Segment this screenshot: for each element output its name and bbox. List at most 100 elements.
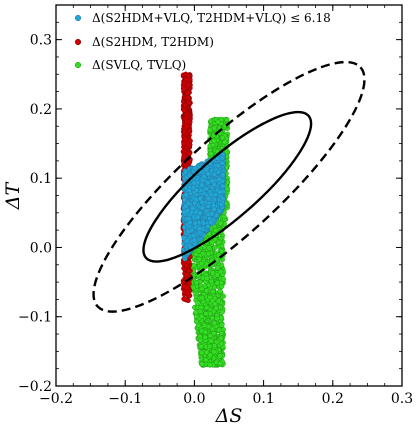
2hdm-point <box>181 86 187 92</box>
vlq-point <box>219 322 225 328</box>
vlq-point <box>202 244 208 250</box>
2hdm-vlq-point <box>209 211 215 217</box>
vlq-point <box>219 135 225 141</box>
legend-marker <box>74 14 82 22</box>
x-tick-label: −0.1 <box>108 391 142 407</box>
2hdm-point <box>184 123 191 130</box>
vlq-point <box>199 361 205 367</box>
vlq-point <box>207 362 213 368</box>
plot-area <box>92 60 366 368</box>
y-axis-label: ΔT <box>2 181 24 210</box>
vlq-point <box>224 117 230 123</box>
vlq-point <box>215 265 221 271</box>
vlq-point <box>210 289 216 295</box>
x-tick-label: 0.0 <box>183 391 205 407</box>
vlq-point <box>203 357 209 363</box>
2hdm-vlq-point <box>183 192 189 198</box>
x-tick-label: 0.3 <box>391 391 413 407</box>
vlq-point <box>220 276 226 282</box>
legend-label: Δ(S2HDM, T2HDM) <box>92 35 214 49</box>
vlq-point <box>213 305 219 311</box>
vlq-point <box>222 139 228 145</box>
2hdm-point <box>187 128 193 134</box>
2hdm-point <box>181 152 187 159</box>
legend-label: Δ(SVLQ, TVLQ) <box>92 58 186 72</box>
2hdm-vlq-point <box>199 177 206 184</box>
vlq-point <box>207 127 213 133</box>
2hdm-point <box>186 99 192 106</box>
2hdm-point <box>181 129 187 135</box>
vlq-point <box>206 251 212 257</box>
vlq-point <box>198 260 205 267</box>
vlq-point <box>199 295 205 301</box>
2hdm-point <box>182 136 188 142</box>
vlq-point <box>208 338 214 344</box>
vlq-point <box>196 248 202 254</box>
vlq-point <box>203 311 209 317</box>
vlq-point <box>211 349 217 355</box>
2hdm-vlq-point <box>200 220 206 226</box>
2hdm-vlq-point <box>191 180 197 186</box>
vlq-point <box>217 288 223 295</box>
2hdm-vlq-point <box>185 228 192 234</box>
vlq-point <box>191 263 197 269</box>
2hdm-vlq-point <box>220 183 226 189</box>
vlq-point <box>215 298 222 304</box>
vlq-point <box>214 257 221 263</box>
x-axis-label: ΔS <box>215 405 243 427</box>
vlq-point <box>199 286 205 292</box>
y-tick-label: −0.1 <box>18 310 52 326</box>
2hdm-vlq-point <box>181 197 188 203</box>
legend-marker <box>74 61 82 69</box>
vlq-point <box>193 251 199 257</box>
2hdm-vlq-point <box>210 203 217 209</box>
vlq-point <box>218 220 224 226</box>
2hdm-vlq-point <box>197 210 203 216</box>
vlq-point <box>202 322 208 329</box>
2hdm-vlq-point <box>191 237 198 243</box>
2hdm-vlq-point <box>205 223 211 230</box>
2hdm-vlq-point <box>220 172 226 178</box>
y-tick-label: 0.2 <box>30 102 52 118</box>
y-tick-label: 0.1 <box>30 171 52 187</box>
2hdm-vlq-point <box>205 196 212 202</box>
legend-marker <box>74 38 82 46</box>
vlq-point <box>202 334 208 340</box>
2hdm-vlq-point <box>199 182 205 188</box>
2hdm-point <box>183 272 189 278</box>
2hdm-point <box>181 296 187 302</box>
2hdm-vlq-point <box>203 167 209 173</box>
2hdm-vlq-point <box>181 209 187 216</box>
y-tick-label: 0.0 <box>30 240 52 256</box>
y-tick-label: −0.2 <box>18 379 52 395</box>
2hdm-vlq-point <box>191 233 197 239</box>
legend-label: Δ(S2HDM+VLQ, T2HDM+VLQ) ≤ 6.18 <box>92 11 331 25</box>
vlq-point <box>199 313 205 319</box>
2hdm-vlq-point <box>192 165 198 171</box>
vlq-point <box>197 337 204 343</box>
vlq-point <box>209 315 215 321</box>
2hdm-vlq-point <box>217 189 223 195</box>
2hdm-point <box>185 90 191 96</box>
2hdm-point <box>186 150 192 156</box>
2hdm-point <box>181 107 187 113</box>
vlq-point <box>218 315 224 321</box>
2hdm-vlq-point <box>215 163 221 169</box>
2hdm-vlq-point <box>185 200 192 206</box>
2hdm-point <box>181 80 188 86</box>
vlq-point <box>208 278 214 284</box>
vlq-point <box>195 300 201 306</box>
vlq-point <box>206 343 213 350</box>
2hdm-vlq-point <box>194 187 200 193</box>
vlq-point <box>219 309 225 315</box>
vlq-point <box>211 320 217 326</box>
x-tick-label: 0.2 <box>322 391 344 407</box>
2hdm-vlq-point <box>192 220 198 226</box>
2hdm-vlq-point <box>215 169 222 175</box>
2hdm-point <box>182 102 188 108</box>
vlq-point <box>198 343 204 350</box>
vlq-point <box>204 304 210 311</box>
vlq-point <box>211 330 217 337</box>
vlq-point <box>211 138 217 144</box>
vlq-point <box>202 329 209 335</box>
